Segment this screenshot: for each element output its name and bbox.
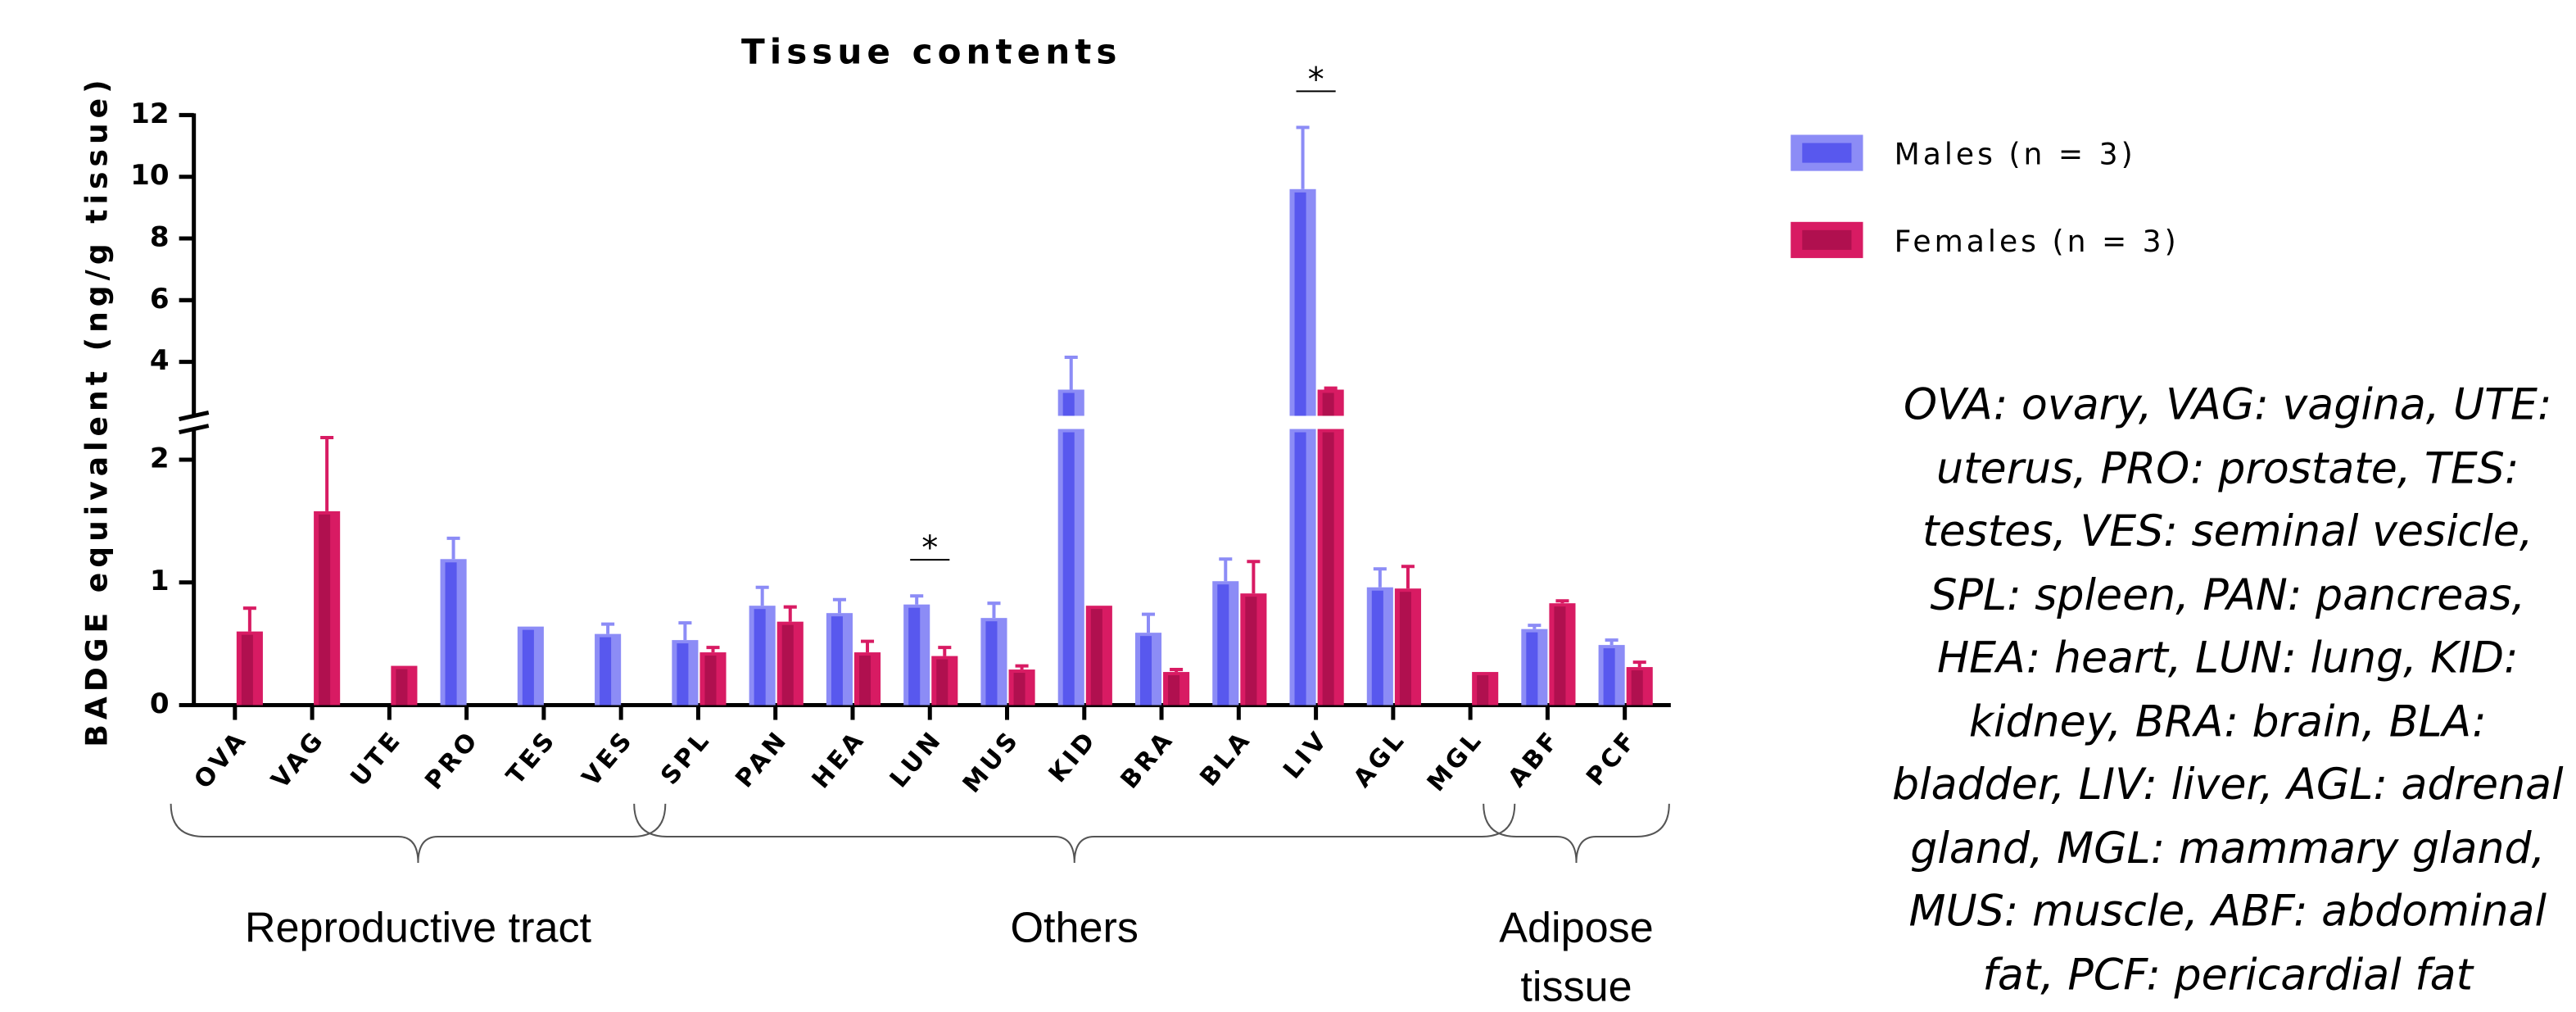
x-tick-label: BLA [1194, 725, 1257, 792]
bar-core [1526, 632, 1538, 706]
bar-core [445, 562, 457, 706]
axis-break [179, 424, 210, 434]
y-tick-label: 2 [150, 442, 170, 474]
footnote-box: OVA: ovary, VAG: vagina, UTE: uterus, PR… [1891, 381, 2564, 1001]
footnote: OVA: ovary, VAG: vagina, UTE: uterus, PR… [1891, 381, 2564, 1001]
y-tick-label: 8 [150, 221, 170, 254]
bar-core [1322, 393, 1334, 416]
x-tick-label: TES [501, 725, 563, 791]
group-label-box: Adipose tissue [1499, 902, 1654, 1011]
bar-core [831, 616, 843, 706]
group-brace [170, 803, 667, 864]
group-label: Reproductive tract [244, 902, 592, 952]
x-tick-label: PAN [730, 725, 794, 794]
group-label-box: Others [1010, 902, 1139, 952]
bar-core [1477, 675, 1489, 706]
group-brace [633, 803, 1516, 864]
bar-core [1554, 606, 1566, 706]
y-tick-label: 10 [130, 159, 169, 192]
significance-label: * [1308, 61, 1324, 98]
x-tick-label: KID [1044, 725, 1103, 788]
bar-core [908, 607, 921, 706]
x-tick-label: LIV [1278, 725, 1334, 785]
bar-core [1322, 432, 1334, 706]
x-tick-label: MGL [1422, 725, 1489, 797]
bar-core [396, 669, 408, 706]
bar-core [704, 656, 717, 706]
bar-core [677, 643, 689, 706]
y-tick-label: 12 [130, 98, 169, 130]
y-tick-label: 6 [150, 283, 170, 315]
bar-core [1168, 675, 1180, 706]
group-label: Adipose tissue [1499, 902, 1654, 1011]
bar-core [1245, 597, 1257, 706]
bar-core [319, 514, 331, 706]
legend-swatch-core [1802, 143, 1852, 163]
bar-core [1013, 673, 1025, 706]
bar-core [1294, 432, 1306, 706]
bar-core [985, 621, 998, 706]
x-tick-label: LUN [885, 725, 948, 794]
y-axis-label: BADGE equivalent (ng/g tissue) [79, 75, 114, 747]
x-tick-label: PRO [419, 725, 485, 796]
bar-core [754, 609, 766, 706]
bar-core [600, 637, 612, 706]
bar-core [1371, 590, 1383, 706]
bar-core [1139, 636, 1152, 706]
x-tick-label: VES [577, 725, 640, 792]
x-tick-label: BRA [1116, 725, 1180, 795]
x-tick-label: AGL [1348, 725, 1412, 793]
legend-label: Females (n = 3) [1895, 224, 2180, 259]
x-tick-label: SPL [655, 725, 717, 791]
y-tick-label: 0 [150, 688, 170, 720]
y-tick-label: 4 [150, 344, 170, 377]
bar-core [241, 634, 253, 706]
y-tick-label: 1 [150, 565, 170, 597]
group-brace [1483, 803, 1670, 864]
legend-label: Males (n = 3) [1895, 137, 2136, 172]
legend-swatch-core [1802, 229, 1852, 250]
x-tick-label: MUS [958, 725, 1025, 799]
axis-break [179, 411, 210, 421]
bar-core [859, 656, 871, 706]
bar-core [1062, 393, 1075, 416]
x-tick-label: ABF [1503, 725, 1566, 793]
x-tick-label: VAG [266, 725, 331, 795]
bar-core [1399, 592, 1411, 706]
bar-core [1217, 584, 1229, 706]
significance-label: * [921, 529, 938, 567]
bar-core [1062, 432, 1075, 706]
x-tick-label: OVA [188, 725, 253, 795]
bar-core [1294, 192, 1306, 416]
bar-core [522, 629, 534, 706]
group-label: Others [1010, 902, 1139, 952]
bar-core [1090, 609, 1102, 706]
x-tick-label: UTE [345, 725, 408, 792]
x-tick-label: HEA [807, 725, 871, 795]
x-tick-label: PCF [1581, 725, 1643, 792]
group-label-box: Reproductive tract [244, 902, 592, 952]
bar-core [1603, 648, 1615, 706]
chart-title: Tissue contents [741, 32, 1121, 72]
bar-core [1631, 670, 1643, 706]
bar-core [781, 624, 794, 706]
bar-core [936, 659, 948, 706]
